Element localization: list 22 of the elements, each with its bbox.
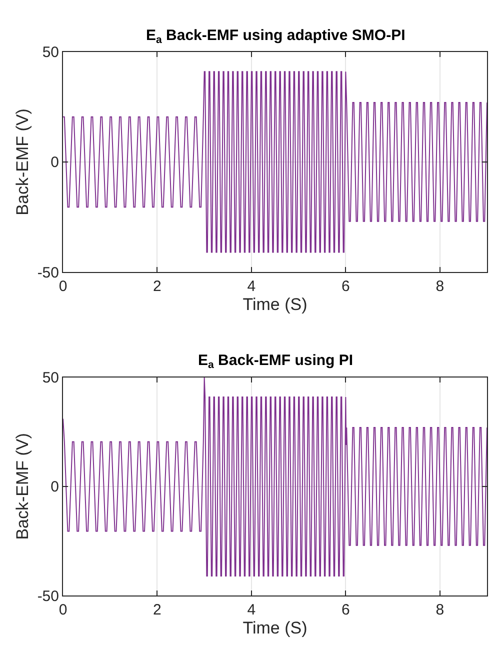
x-tick-label: 2: [153, 278, 162, 296]
x-tick-label: 6: [342, 278, 350, 296]
line-series: [63, 71, 487, 253]
y-tick-label: -50: [37, 588, 59, 605]
y-tick-label: 50: [42, 370, 59, 387]
y-tick-label: 0: [50, 478, 59, 496]
y-tick-label: 0: [50, 154, 59, 172]
x-tick-label: 2: [153, 602, 162, 619]
x-axis-title: Time (S): [242, 618, 308, 638]
x-tick-label: 8: [436, 602, 444, 619]
y-axis-title: Back-EMF (V): [12, 433, 32, 540]
x-tick-label: 4: [247, 278, 256, 296]
y-axis-title: Back-EMF (V): [12, 108, 32, 216]
x-tick-label: 6: [342, 602, 350, 619]
x-tick-label: 8: [436, 278, 444, 296]
y-tick-label: 50: [42, 44, 59, 62]
x-axis-title: Time (S): [242, 295, 308, 314]
x-tick-label: 4: [247, 602, 256, 619]
line-series: [63, 377, 487, 576]
y-tick-label: -50: [37, 264, 59, 282]
chart-title: E$_{a}$ Back-EMF using adaptive SMO-PI: [146, 27, 406, 46]
chart-title: E$_{a}$ Back-EMF using PI: [198, 352, 354, 372]
